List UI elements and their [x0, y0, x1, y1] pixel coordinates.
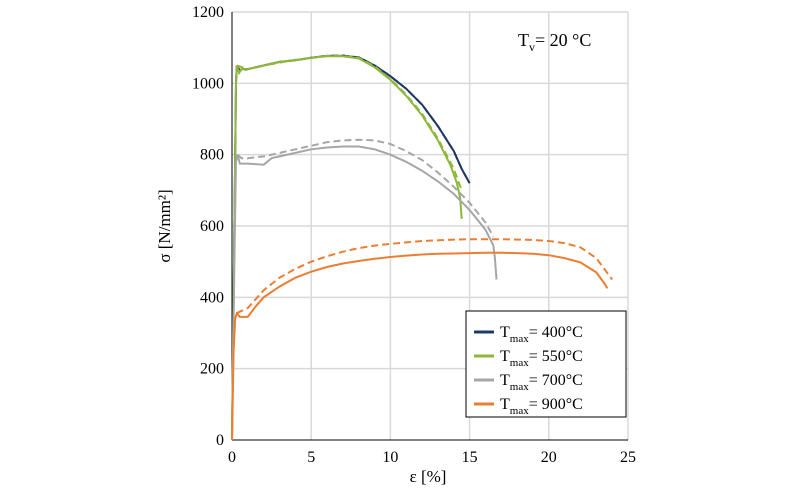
y-tick-label: 400: [200, 289, 224, 306]
legend-label-2: Tmax= 700°C: [500, 372, 583, 393]
x-tick-label: 5: [307, 449, 315, 466]
series-layer: [231, 54, 614, 441]
temperature-annotation: Tv= 20 °C: [518, 30, 591, 54]
legend-label-3: Tmax= 900°C: [500, 396, 583, 417]
series-line-solid-0: [231, 54, 471, 441]
legend-box: [465, 310, 627, 418]
tick-labels: 0 200 400 600 800 1000 1200 0 5 10 15 20 25: [192, 4, 636, 466]
series-line-dashed-3: [236, 238, 614, 315]
series-line-solid-2: [231, 145, 498, 441]
y-tick-label: 200: [200, 361, 224, 378]
y-tick-label: 800: [200, 147, 224, 164]
x-tick-label: 10: [382, 449, 398, 466]
y-tick-label: 0: [216, 432, 224, 449]
x-tick-label: 25: [620, 449, 636, 466]
x-axis-label: ε [%]: [410, 467, 447, 486]
y-axis-label: σ [N/mm²]: [155, 189, 174, 262]
x-tick-label: 20: [541, 449, 557, 466]
y-tick-label: 600: [200, 218, 224, 235]
series-line-solid-1: [231, 55, 463, 441]
y-tick-label: 1000: [192, 75, 224, 92]
legend-label-1: Tmax= 550°C: [500, 348, 583, 369]
series-line-solid-3: [231, 251, 609, 441]
series-line-dashed-0: [235, 54, 471, 184]
legend: Tmax= 400°C Tmax= 550°C Tmax= 700°C Tmax= 9…: [465, 310, 627, 418]
x-tick-label: 15: [462, 449, 478, 466]
series-line-dashed-2: [236, 138, 495, 238]
y-tick-label: 1200: [192, 4, 224, 21]
x-tick-label: 0: [228, 449, 236, 466]
legend-label-0: Tmax= 400°C: [500, 324, 583, 345]
